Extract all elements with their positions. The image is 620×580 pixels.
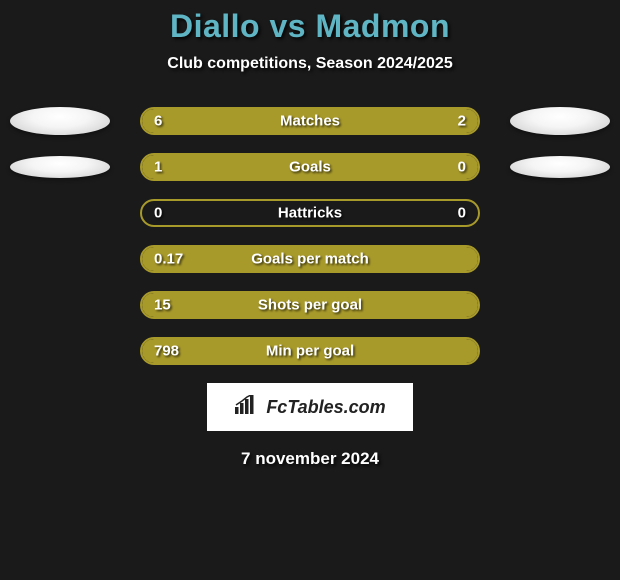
stat-row: 15 Shots per goal: [0, 291, 620, 319]
stat-label: Goals: [289, 159, 331, 176]
stat-bar-track: 6 2 Matches: [140, 107, 480, 135]
stat-row: 0 0 Hattricks: [0, 199, 620, 227]
stat-value-left: 798: [154, 343, 179, 360]
stat-rows: 6 2 Matches 1 0 Goals 0 0 Hattricks 0.17 Goals per…: [0, 107, 620, 365]
stat-row: 798 Min per goal: [0, 337, 620, 365]
comparison-chart: Diallo vs Madmon Club competitions, Seas…: [0, 0, 620, 580]
stat-label: Shots per goal: [258, 297, 362, 314]
player-left-logo: [10, 156, 110, 178]
stat-value-right: 0: [458, 159, 466, 176]
stat-row: 6 2 Matches: [0, 107, 620, 135]
stat-bar-track: 0.17 Goals per match: [140, 245, 480, 273]
stat-value-left: 1: [154, 159, 162, 176]
stat-value-right: 2: [458, 113, 466, 130]
page-subtitle: Club competitions, Season 2024/2025: [0, 55, 620, 73]
source-badge-text: FcTables.com: [266, 397, 385, 418]
stat-label: Goals per match: [251, 251, 369, 268]
player-right-logo: [510, 156, 610, 178]
source-badge: FcTables.com: [207, 383, 413, 431]
chart-icon: [234, 395, 258, 420]
stat-bar-track: 798 Min per goal: [140, 337, 480, 365]
stat-label: Min per goal: [266, 343, 354, 360]
snapshot-date: 7 november 2024: [0, 449, 620, 469]
stat-row: 0.17 Goals per match: [0, 245, 620, 273]
stat-value-left: 0.17: [154, 251, 183, 268]
stat-value-left: 6: [154, 113, 162, 130]
stat-label: Hattricks: [278, 205, 342, 222]
stat-bar-left: [142, 109, 394, 133]
stat-bar-track: 1 0 Goals: [140, 153, 480, 181]
page-title: Diallo vs Madmon: [0, 8, 620, 45]
stat-bar-track: 0 0 Hattricks: [140, 199, 480, 227]
stat-bar-track: 15 Shots per goal: [140, 291, 480, 319]
stat-value-right: 0: [458, 205, 466, 222]
stat-row: 1 0 Goals: [0, 153, 620, 181]
player-right-logo: [510, 107, 610, 135]
stat-label: Matches: [280, 113, 340, 130]
stat-value-left: 0: [154, 205, 162, 222]
stat-bar-right: [401, 155, 478, 179]
stat-value-left: 15: [154, 297, 171, 314]
stat-bar-left: [142, 155, 401, 179]
player-left-logo: [10, 107, 110, 135]
